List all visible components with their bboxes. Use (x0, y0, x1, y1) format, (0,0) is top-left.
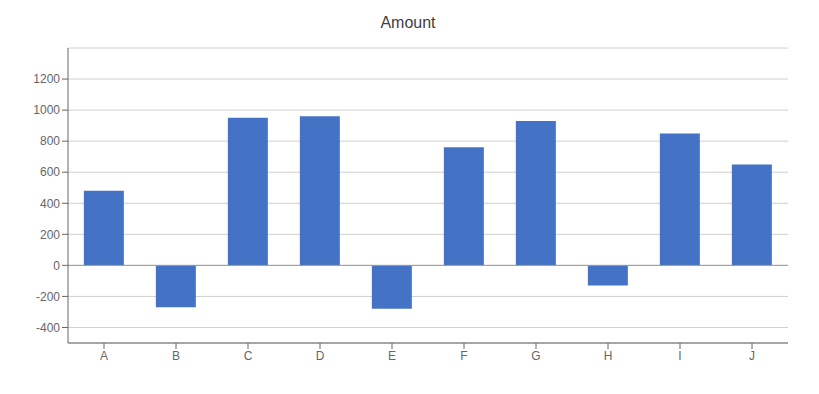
svg-text:400: 400 (40, 197, 60, 211)
svg-text:1000: 1000 (33, 103, 60, 117)
svg-text:200: 200 (40, 228, 60, 242)
svg-text:G: G (531, 349, 540, 363)
svg-text:J: J (749, 349, 755, 363)
html-text:Amount: Amount (380, 14, 436, 31)
svg-text:F: F (460, 349, 467, 363)
svg-text:-400: -400 (36, 321, 60, 335)
svg-text:E: E (388, 349, 396, 363)
svg-text:B: B (172, 349, 180, 363)
svg-text:600: 600 (40, 165, 60, 179)
svg-text:I: I (678, 349, 681, 363)
svg-text:C: C (244, 349, 253, 363)
svg-text:0: 0 (53, 259, 60, 273)
svg-text:1200: 1200 (33, 72, 60, 86)
svg-text:-200: -200 (36, 290, 60, 304)
svg-text:800: 800 (40, 134, 60, 148)
svg-text:H: H (604, 349, 613, 363)
svg-text:D: D (316, 349, 325, 363)
svg-text:A: A (100, 349, 108, 363)
